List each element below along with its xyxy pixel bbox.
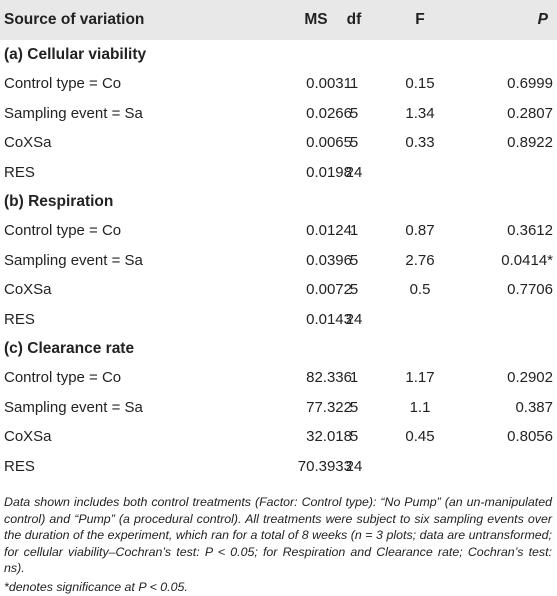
cell-f: 1.17	[405, 369, 435, 387]
header-f: F	[415, 11, 425, 28]
header-p: P	[537, 11, 548, 28]
cell-p: 0.387	[515, 398, 553, 416]
cell-ms: 0.0396	[306, 251, 352, 269]
cell-df: 24	[345, 310, 363, 328]
cell-p: 0.2902	[507, 369, 553, 387]
cell-ms: 0.0124	[306, 222, 352, 240]
table-row: RES 24 70.3933	[0, 452, 557, 482]
cell-df: 5	[349, 398, 359, 416]
table-caption: Data shown includes both control treatme…	[4, 494, 552, 596]
cell-source: CoXSa	[4, 428, 52, 446]
caption-text: Data shown includes both control treatme…	[4, 495, 552, 576]
cell-f: 1.34	[405, 104, 435, 122]
table-row: Control type = Co 1 0.0031 0.15 0.6999	[0, 69, 557, 99]
cell-f: 0.15	[405, 75, 435, 93]
table-row: Control type = Co 1 0.0124 0.87 0.3612	[0, 216, 557, 246]
cell-source: RES	[4, 163, 35, 181]
cell-ms: 0.0072	[306, 281, 352, 299]
cell-df: 1	[349, 369, 359, 387]
caption-note: *denotes significance at P < 0.05.	[4, 579, 188, 594]
cell-p: 0.2807	[507, 104, 553, 122]
cell-df: 24	[345, 457, 363, 475]
cell-p: 0.8056	[507, 428, 553, 446]
cell-source: CoXSa	[4, 281, 52, 299]
cell-source: Sampling event = Sa	[4, 251, 143, 269]
cell-ms: 70.3933	[297, 457, 352, 475]
cell-f: 1.1	[409, 398, 431, 416]
header-source: Source of variation	[4, 11, 145, 28]
table-row: CoXSa 5 0.0065 0.33 0.8922	[0, 128, 557, 158]
table-header-row: Source of variation df MS F P	[0, 0, 557, 40]
cell-df: 5	[349, 251, 359, 269]
cell-f: 2.76	[405, 251, 435, 269]
cell-ms: 82.336	[306, 369, 352, 387]
cell-source: CoXSa	[4, 134, 52, 152]
section-title: (a) Cellular viability	[4, 45, 147, 63]
table-row: CoXSa 5 0.0072 0.5 0.7706	[0, 275, 557, 305]
cell-f: 0.87	[405, 222, 435, 240]
cell-source: Sampling event = Sa	[4, 398, 143, 416]
cell-source: Control type = Co	[4, 222, 122, 240]
cell-ms: 0.0065	[306, 134, 352, 152]
cell-p: 0.0414*	[501, 251, 553, 269]
cell-p: 0.7706	[507, 281, 553, 299]
cell-p: 0.6999	[507, 75, 553, 93]
table-row: CoXSa 5 32.018 0.45 0.8056	[0, 422, 557, 452]
cell-df: 24	[345, 163, 363, 181]
cell-f: 0.33	[405, 134, 435, 152]
cell-p: 0.3612	[507, 222, 553, 240]
anova-table: Source of variation df MS F P (a) Cellul…	[0, 0, 557, 481]
section-title: (b) Respiration	[4, 192, 114, 210]
cell-df: 5	[349, 428, 359, 446]
table-row: Sampling event = Sa 5 0.0266 1.34 0.2807	[0, 99, 557, 129]
table-row: Sampling event = Sa 5 77.322 1.1 0.387	[0, 393, 557, 423]
section-heading-row: (c) Clearance rate	[0, 334, 557, 363]
header-ms: MS	[304, 11, 328, 28]
cell-df: 5	[349, 281, 359, 299]
cell-source: Sampling event = Sa	[4, 104, 143, 122]
section-title: (c) Clearance rate	[4, 339, 135, 357]
cell-source: Control type = Co	[4, 75, 122, 93]
section-heading-row: (a) Cellular viability	[0, 40, 557, 69]
cell-ms: 0.0031	[306, 75, 352, 93]
cell-source: RES	[4, 310, 35, 328]
section-heading-row: (b) Respiration	[0, 187, 557, 216]
cell-ms: 77.322	[306, 398, 352, 416]
cell-ms: 0.0198	[306, 163, 352, 181]
cell-ms: 32.018	[306, 428, 352, 446]
cell-ms: 0.0266	[306, 104, 352, 122]
cell-source: Control type = Co	[4, 369, 122, 387]
cell-df: 1	[349, 75, 359, 93]
table-row: RES 24 0.0143	[0, 305, 557, 335]
table-row: Sampling event = Sa 5 0.0396 2.76 0.0414*	[0, 246, 557, 276]
cell-df: 1	[349, 222, 359, 240]
cell-ms: 0.0143	[306, 310, 352, 328]
table-body: (a) Cellular viability Control type = Co 1…	[0, 40, 557, 481]
cell-df: 5	[349, 134, 359, 152]
cell-p: 0.8922	[507, 134, 553, 152]
table-row: Control type = Co 1 82.336 1.17 0.2902	[0, 363, 557, 393]
cell-source: RES	[4, 457, 35, 475]
cell-df: 5	[349, 104, 359, 122]
header-df: df	[346, 11, 362, 28]
cell-f: 0.45	[405, 428, 435, 446]
cell-f: 0.5	[409, 281, 431, 299]
table-row: RES 24 0.0198	[0, 158, 557, 188]
